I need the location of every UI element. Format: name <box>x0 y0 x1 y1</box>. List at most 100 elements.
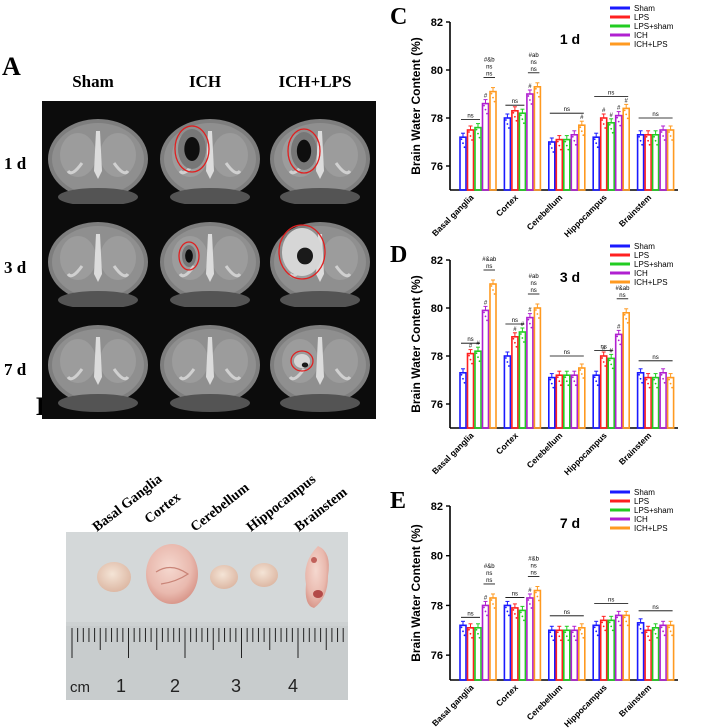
tissue-cerebellum <box>210 565 238 589</box>
bar <box>466 352 475 429</box>
data-point <box>483 311 485 314</box>
bar <box>644 376 652 429</box>
bracket-label: ns <box>564 610 570 616</box>
data-point <box>638 373 640 376</box>
significance-mark: # <box>484 94 488 100</box>
y-tick-label: 82 <box>431 255 443 267</box>
data-point <box>668 378 670 381</box>
data-point <box>660 626 663 629</box>
data-point <box>602 123 605 125</box>
tissue-basal-ganglia <box>97 562 131 592</box>
data-point <box>535 591 537 594</box>
data-point <box>671 386 673 389</box>
data-point <box>604 127 607 129</box>
annotation-text: #ab <box>529 274 540 280</box>
data-point <box>567 384 570 387</box>
mri-row-3d: 3 d <box>4 258 27 277</box>
y-tick-label: 78 <box>431 351 443 363</box>
bar <box>533 589 542 681</box>
data-point <box>508 365 510 367</box>
bar <box>555 374 564 429</box>
data-point <box>493 607 496 609</box>
data-point <box>556 631 559 634</box>
bracket-label: ns <box>652 605 658 611</box>
data-point <box>565 144 568 147</box>
bracket-label: ns <box>530 288 536 294</box>
legend-entry: ICH+LPS <box>634 278 668 287</box>
data-point <box>573 635 576 638</box>
legend-entry: ICH+LPS <box>634 40 668 49</box>
category-label: Hippocampus <box>562 192 609 239</box>
data-point <box>565 635 568 638</box>
data-point <box>527 318 530 321</box>
data-point <box>559 148 562 151</box>
data-point <box>552 639 555 642</box>
data-point <box>582 134 585 137</box>
mri-image <box>264 204 376 316</box>
data-point <box>579 369 582 371</box>
data-point <box>506 361 509 363</box>
data-point <box>559 384 562 387</box>
bracket-label: ns <box>530 571 536 577</box>
bar <box>644 134 652 191</box>
data-point <box>515 119 518 122</box>
significance-mark: # <box>602 346 606 352</box>
data-point <box>595 630 598 633</box>
data-point <box>505 606 507 609</box>
data-point <box>549 378 552 381</box>
mri-image <box>154 204 266 316</box>
data-point <box>579 126 582 129</box>
category-label: Cerebellum <box>525 192 565 232</box>
annotation-text: ns <box>486 65 492 71</box>
data-point <box>580 632 583 635</box>
bar <box>570 629 579 681</box>
data-point <box>645 135 648 138</box>
bar <box>459 372 467 429</box>
data-point <box>626 624 629 627</box>
bar <box>607 619 615 681</box>
data-point <box>625 620 628 623</box>
data-point <box>671 139 673 141</box>
bar <box>599 355 608 429</box>
bar <box>481 309 490 429</box>
bar <box>592 136 600 191</box>
data-point <box>580 130 583 133</box>
data-point <box>593 138 596 141</box>
bar <box>489 90 497 191</box>
data-point <box>601 119 604 121</box>
data-point <box>469 135 472 137</box>
data-point <box>512 337 515 340</box>
chart-title: 7 d <box>560 515 580 531</box>
bracket-label: ns <box>467 337 473 343</box>
data-point <box>619 343 622 346</box>
data-point <box>623 616 626 619</box>
significance-mark: # <box>610 113 614 119</box>
data-point <box>656 143 658 146</box>
data-point <box>512 111 515 114</box>
y-tick-label: 76 <box>431 650 443 662</box>
data-point <box>596 146 599 149</box>
data-point <box>611 367 614 370</box>
data-point <box>475 128 478 131</box>
bar <box>533 86 542 191</box>
bar <box>503 604 512 681</box>
bar <box>518 609 527 681</box>
data-point <box>477 632 479 635</box>
significance-mark: # <box>610 348 614 354</box>
legend-entry: ICH <box>634 31 648 40</box>
mri-row-7d: 7 d <box>4 360 27 379</box>
data-point <box>608 123 611 126</box>
y-tick-label: 80 <box>431 551 443 563</box>
tissue-cortex <box>146 544 198 604</box>
bracket-label: ns <box>512 318 518 324</box>
data-point <box>616 335 619 338</box>
panel-letter-a: A <box>2 52 21 81</box>
data-point <box>574 143 577 146</box>
bar <box>533 307 542 429</box>
bar <box>636 372 645 429</box>
data-point <box>549 631 552 634</box>
legend-entry: LPS <box>634 497 649 506</box>
data-point <box>462 630 464 633</box>
data-point <box>530 607 533 609</box>
bar <box>563 629 571 681</box>
